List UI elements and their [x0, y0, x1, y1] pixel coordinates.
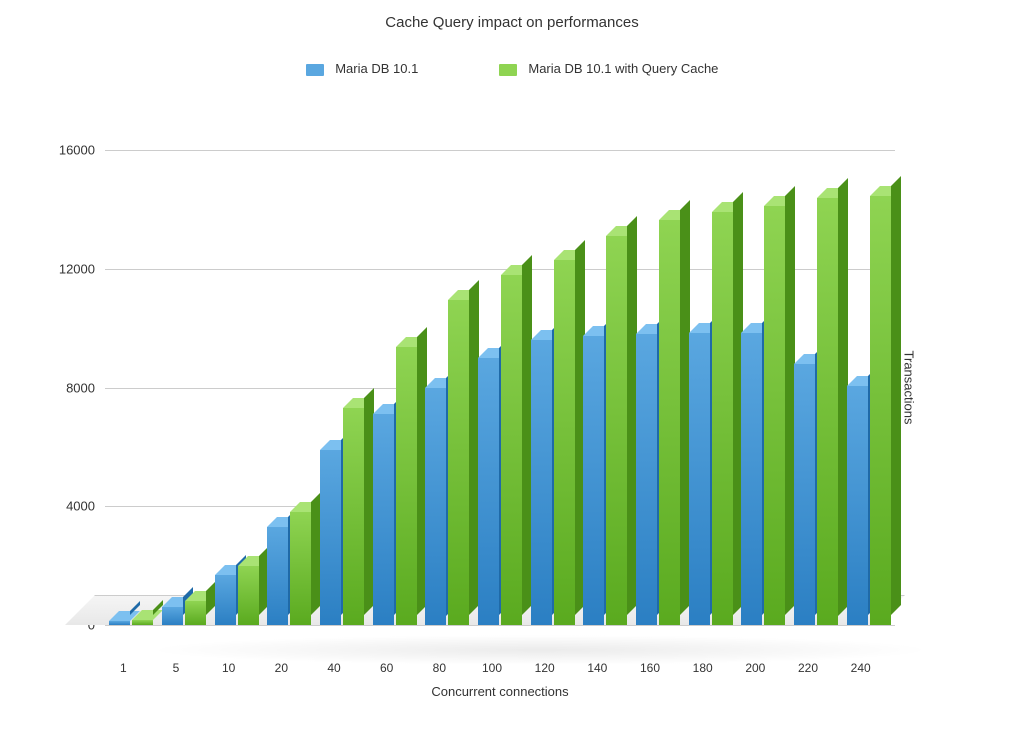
x-tick-label: 220 [798, 661, 818, 675]
x-tick-label: 100 [482, 661, 502, 675]
legend-swatch-0 [306, 64, 324, 76]
legend-item-series-1: Maria DB 10.1 with Query Cache [499, 61, 719, 76]
y-tick-label: 4000 [45, 499, 95, 514]
legend-label-1: Maria DB 10.1 with Query Cache [528, 61, 718, 76]
plot-area: 0400080001200016000151020406080100120140… [105, 150, 895, 625]
y-tick-label: 16000 [45, 143, 95, 158]
x-tick-label: 60 [380, 661, 393, 675]
legend-label-0: Maria DB 10.1 [335, 61, 418, 76]
bar [238, 556, 269, 625]
x-tick-label: 80 [433, 661, 446, 675]
bar [554, 250, 585, 625]
bar [396, 337, 427, 625]
y-axis-label: Transactions [902, 351, 917, 425]
x-axis-label: Concurrent connections [105, 684, 895, 699]
bar [132, 610, 163, 625]
legend-swatch-1 [499, 64, 517, 76]
y-tick-label: 8000 [45, 380, 95, 395]
gridline [105, 625, 895, 626]
bar [659, 210, 690, 625]
x-tick-label: 240 [851, 661, 871, 675]
legend-item-series-0: Maria DB 10.1 [306, 61, 419, 76]
y-tick-label: 12000 [45, 261, 95, 276]
chart-container: Cache Query impact on performances Maria… [0, 0, 1024, 731]
x-tick-label: 140 [587, 661, 607, 675]
x-tick-label: 10 [222, 661, 235, 675]
bar [764, 196, 795, 625]
x-tick-label: 5 [173, 661, 180, 675]
bars-layer [105, 150, 895, 625]
bar [185, 591, 216, 625]
x-tick-label: 200 [745, 661, 765, 675]
x-tick-label: 180 [693, 661, 713, 675]
bar [712, 202, 743, 625]
bar [448, 290, 479, 625]
x-tick-label: 1 [120, 661, 127, 675]
x-tick-label: 120 [535, 661, 555, 675]
chart-title: Cache Query impact on performances [0, 14, 1024, 31]
x-tick-label: 160 [640, 661, 660, 675]
bar [343, 398, 374, 625]
bar [290, 502, 321, 625]
bar [501, 265, 532, 625]
bar [817, 188, 848, 626]
x-tick-label: 40 [327, 661, 340, 675]
bar [870, 186, 901, 625]
legend: Maria DB 10.1 Maria DB 10.1 with Query C… [0, 60, 1024, 78]
x-tick-label: 20 [275, 661, 288, 675]
bar [606, 226, 637, 625]
